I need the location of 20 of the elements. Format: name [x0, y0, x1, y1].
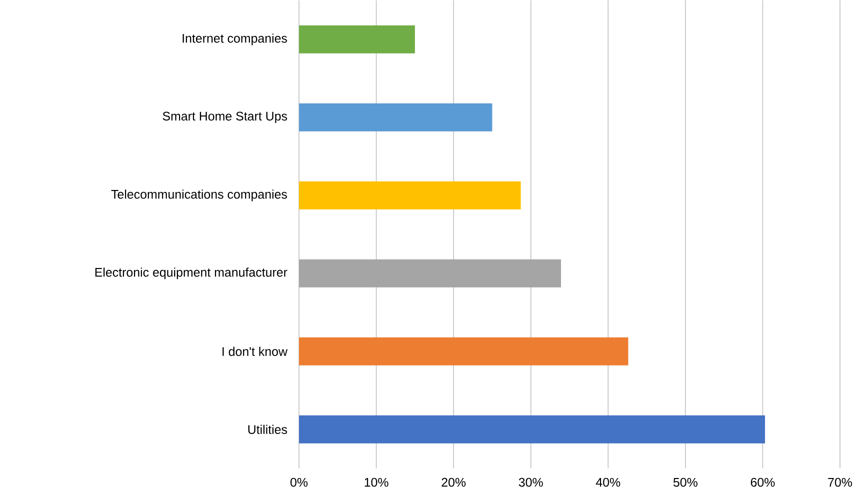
x-tick-label: 60% — [750, 478, 775, 487]
x-tick-label: 70% — [828, 478, 852, 487]
bar — [299, 415, 766, 444]
x-tick-label: 50% — [673, 478, 698, 487]
x-tick-label: 40% — [596, 478, 620, 487]
y-tick-label: Utilities — [248, 424, 288, 434]
bar — [299, 337, 628, 366]
y-tick-label: Electronic equipment manufacturer — [95, 267, 288, 279]
bar — [299, 25, 415, 54]
x-tick-label: 0% — [290, 478, 308, 487]
y-tick-label: Smart Home Start Ups — [162, 112, 288, 123]
x-tick-label: 20% — [442, 478, 466, 487]
bar — [299, 181, 521, 210]
y-tick-label: I don't know — [222, 346, 288, 356]
x-tick-label: 10% — [364, 478, 388, 487]
y-tick-label: Telecommunications companies — [111, 189, 287, 201]
bar — [299, 259, 561, 288]
x-tick-label: 30% — [518, 478, 543, 487]
bar — [299, 103, 492, 132]
y-tick-label: Internet companies — [182, 33, 288, 46]
